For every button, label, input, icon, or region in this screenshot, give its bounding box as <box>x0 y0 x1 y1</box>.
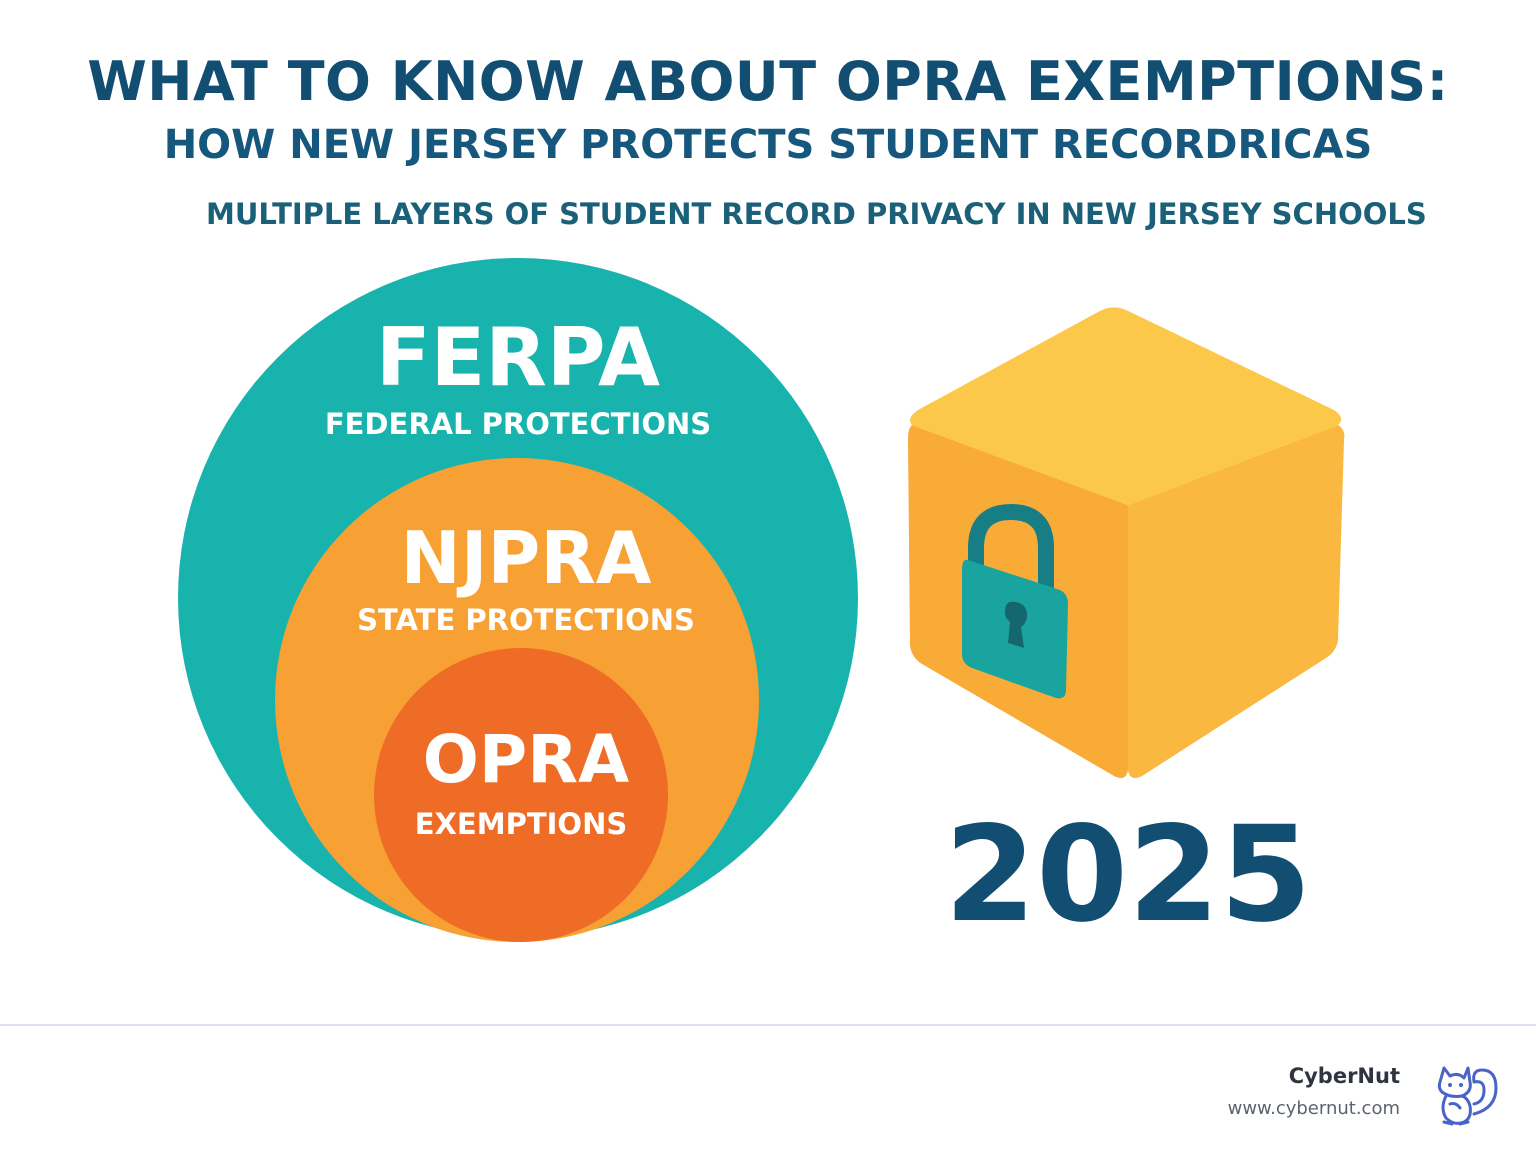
privacy-layers-diagram: FERPA FEDERAL PROTECTIONS NJPRA STATE PR… <box>178 258 1345 952</box>
cube-top-face <box>910 307 1342 505</box>
brand-name: CyberNut <box>1288 1064 1400 1088</box>
year-label: 2025 <box>944 798 1311 952</box>
padlock-icon <box>962 503 1068 699</box>
opra-circle <box>374 648 668 942</box>
ferpa-title: FERPA <box>376 311 660 404</box>
njpra-title: NJPRA <box>401 516 652 600</box>
locked-cube <box>908 307 1345 778</box>
page-title-line2: HOW NEW JERSEY PROTECTS STUDENT RECORDRI… <box>163 122 1373 168</box>
opra-label: EXEMPTIONS <box>415 807 627 841</box>
padlock-keyhole <box>1004 601 1028 648</box>
footer-divider <box>0 1024 1536 1026</box>
squirrel-logo-icon <box>1437 1066 1498 1126</box>
opra-title: OPRA <box>423 721 629 798</box>
cube-side-face <box>1128 425 1345 778</box>
page-subtitle: MULTIPLE LAYERS OF STUDENT RECORD PRIVAC… <box>206 197 1427 231</box>
brand-url[interactable]: www.cybernut.com <box>1227 1098 1400 1119</box>
ferpa-label: FEDERAL PROTECTIONS <box>325 407 711 441</box>
padlock-shackle <box>968 503 1054 598</box>
page-title: WHAT TO KNOW ABOUT OPRA EXEMPTIONS: <box>87 50 1449 113</box>
njpra-label: STATE PROTECTIONS <box>357 603 695 637</box>
